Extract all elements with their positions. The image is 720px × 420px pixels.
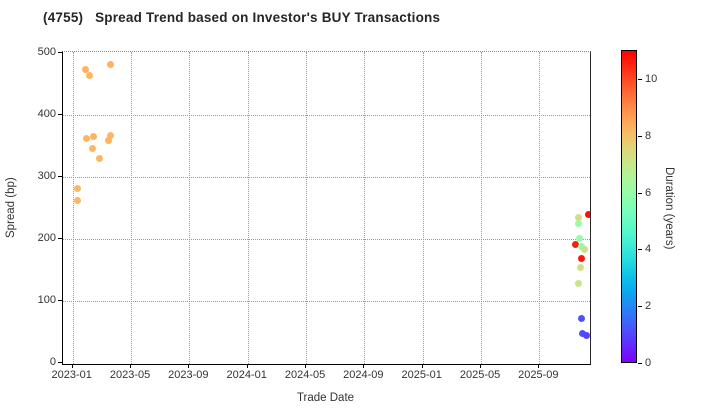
x-tick-mark: [188, 364, 190, 368]
colorbar-tick-label: 4: [645, 243, 652, 256]
data-point: [105, 137, 113, 145]
colorbar-gradient: [621, 50, 637, 363]
x-tick-mark: [538, 364, 540, 368]
data-point: [95, 154, 103, 162]
y-gridline: [63, 114, 590, 116]
y-tick-mark: [58, 113, 62, 115]
colorbar-tick-mark: [638, 363, 642, 364]
data-point: [574, 219, 582, 227]
y-tick-mark: [58, 175, 62, 177]
x-tick-mark: [71, 364, 73, 368]
data-point: [578, 329, 586, 337]
x-gridline: [539, 52, 541, 364]
data-point: [576, 234, 584, 242]
data-point: [86, 71, 94, 79]
x-gridline: [247, 52, 249, 364]
data-point: [571, 240, 579, 248]
y-tick-label: 100: [37, 293, 56, 306]
y-axis-label: Spread (bp): [5, 177, 17, 238]
y-tick-mark: [58, 362, 62, 363]
x-gridline: [306, 52, 308, 364]
data-point: [73, 197, 81, 205]
data-point: [583, 332, 590, 340]
y-tick-label: 300: [37, 169, 56, 182]
x-gridline: [422, 52, 424, 364]
y-tick-label: 500: [37, 45, 56, 58]
data-point: [73, 184, 81, 192]
x-tick-label: 2024-09: [343, 369, 384, 381]
colorbar-tick-label: 6: [645, 186, 652, 199]
x-axis-label: Trade Date: [296, 392, 355, 404]
x-gridline: [72, 52, 74, 364]
y-tick-label: 200: [37, 231, 56, 244]
x-gridline: [189, 52, 191, 364]
x-tick-label: 2024-01: [226, 369, 267, 381]
x-gridline: [364, 52, 366, 364]
data-point: [574, 280, 582, 287]
x-tick-label: 2025-05: [459, 369, 501, 381]
y-gridline: [63, 176, 590, 178]
data-point: [574, 213, 582, 221]
colorbar-tick-label: 2: [645, 300, 652, 313]
data-point: [106, 132, 114, 140]
data-point: [106, 60, 114, 68]
x-tick-mark: [480, 364, 482, 368]
y-gridline: [63, 300, 590, 302]
colorbar-tick-label: 0: [645, 357, 652, 369]
data-point: [584, 211, 590, 219]
x-tick-label: 2025-09: [518, 369, 559, 381]
y-tick-mark: [58, 237, 62, 239]
x-tick-label: 2023-05: [109, 369, 151, 381]
x-tick-label: 2023-09: [168, 369, 209, 381]
chart-title: (4755) Spread Trend based on Investor's …: [43, 10, 441, 25]
x-tick-label: 2025-01: [401, 369, 442, 381]
data-point: [89, 144, 97, 152]
y-tick-label: 0: [49, 356, 56, 368]
plot-area: [62, 51, 591, 365]
colorbar-tick-label: 8: [645, 129, 652, 142]
y-tick-mark: [58, 299, 62, 301]
x-tick-mark: [246, 364, 248, 368]
x-tick-mark: [130, 364, 132, 368]
colorbar-tick-mark: [638, 135, 642, 137]
data-point: [576, 263, 584, 271]
data-point: [82, 65, 90, 73]
x-tick-mark: [363, 364, 365, 368]
x-tick-mark: [421, 364, 423, 368]
x-gridline: [481, 52, 483, 364]
colorbar-label: Duration (years): [663, 166, 675, 250]
data-point: [83, 135, 91, 143]
data-point: [580, 245, 588, 253]
x-gridline: [131, 52, 133, 364]
colorbar-tick-mark: [638, 192, 642, 194]
data-point: [90, 133, 97, 141]
y-tick-mark: [58, 51, 62, 53]
x-tick-label: 2024-05: [284, 369, 326, 381]
colorbar-tick-mark: [638, 249, 642, 251]
colorbar-tick-label: 10: [645, 73, 658, 85]
x-tick-label: 2023-01: [51, 369, 92, 381]
y-gridline: [63, 238, 590, 240]
colorbar-tick-mark: [638, 79, 642, 80]
x-tick-mark: [305, 364, 307, 368]
y-tick-label: 400: [37, 107, 56, 120]
data-point: [577, 314, 585, 322]
data-point: [578, 255, 586, 263]
colorbar-tick-mark: [638, 306, 642, 308]
